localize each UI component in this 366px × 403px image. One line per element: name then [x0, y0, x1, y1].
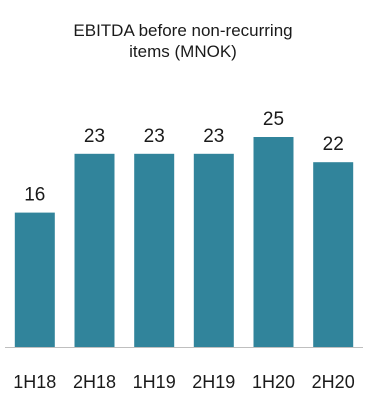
tick-label-1H20: 1H20 — [252, 372, 295, 392]
data-label-1H18: 16 — [24, 185, 45, 206]
data-label-2H19: 23 — [203, 126, 224, 147]
tick-label-2H20: 2H20 — [312, 372, 355, 392]
chart-title-line-2: items (MNOK) — [129, 42, 237, 61]
bar-2H20 — [313, 162, 354, 347]
tick-label-2H19: 2H19 — [192, 372, 235, 392]
bar-1H18 — [14, 212, 55, 347]
data-label-2H18: 23 — [84, 126, 105, 147]
bar-2H19 — [193, 153, 234, 347]
bar-1H20 — [253, 137, 294, 347]
bar-2H18 — [74, 153, 115, 347]
bar-1H19 — [134, 153, 175, 347]
data-label-1H19: 23 — [144, 126, 165, 147]
data-label-2H20: 22 — [323, 134, 344, 155]
bars-group — [14, 137, 354, 347]
chart-title: EBITDA before non-recurring items (MNOK) — [0, 20, 366, 62]
chart-title-line-1: EBITDA before non-recurring — [73, 21, 293, 40]
tick-label-2H18: 2H18 — [73, 372, 116, 392]
data-labels-group: 16 23 23 23 25 22 — [24, 109, 344, 206]
tick-label-1H19: 1H19 — [133, 372, 176, 392]
category-ticks-group: 1H18 2H18 1H19 2H19 1H20 2H20 — [13, 372, 354, 392]
data-label-1H20: 25 — [263, 109, 284, 130]
tick-label-1H18: 1H18 — [13, 372, 56, 392]
